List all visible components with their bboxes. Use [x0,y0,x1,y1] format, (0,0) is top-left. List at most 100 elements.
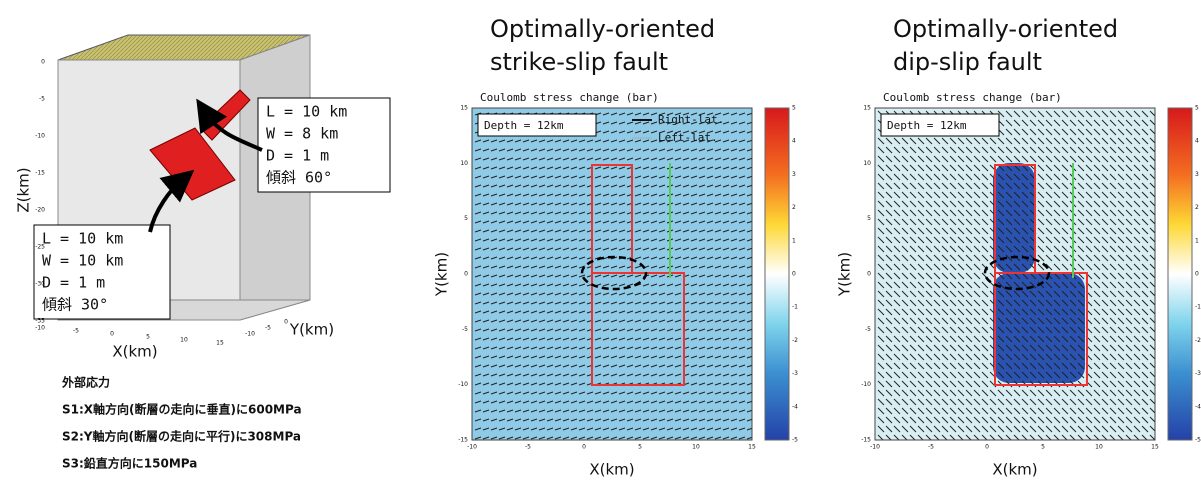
y-tick: -5 [462,326,468,333]
stress-axis [949,290,957,298]
stress-axis [949,335,957,343]
colorbar-tick: 4 [792,138,796,145]
stress-axis [1061,317,1069,325]
stress-axis [722,409,730,413]
stress-axis [1069,281,1077,289]
stress-axis [634,364,642,368]
stress-axis [893,371,901,379]
stress-axis [1141,272,1149,280]
stress-axis [1077,254,1085,262]
stress-axis [674,319,682,323]
stress-axis [1101,263,1109,271]
stress-axis [1125,254,1133,262]
stress-axis [674,265,682,269]
x-tick: -5 [525,444,531,451]
stress-axis [901,416,909,424]
stress-axis [885,218,893,226]
stress-axis [730,409,738,413]
stress-axis [474,427,482,431]
x-tick: 0 [985,444,989,451]
stress-axis [1077,317,1085,325]
stress-axis [941,173,949,181]
y-tick: -10 [458,381,468,388]
stress-axis [1125,128,1133,136]
stress-axis [1141,362,1149,370]
stress-axis [578,211,586,215]
stress-axis [738,391,746,395]
stress-axis [893,353,901,361]
stress-axis [901,281,909,289]
stress-axis [1037,173,1045,181]
stress-axis [909,398,917,406]
stress-axis [562,355,570,359]
stress-axis [949,245,957,253]
stress-axis [698,139,706,143]
stress-axis [650,148,658,152]
stress-axis [722,283,730,287]
stress-axis [538,292,546,296]
stress-axis [586,427,594,431]
stress-axis [1037,227,1045,235]
stress-axis [714,229,722,233]
stress-axis [1149,110,1155,117]
stress-axis [474,265,482,269]
stress-axis [594,193,602,197]
stress-axis [698,247,706,251]
stress-axis [1093,344,1101,352]
stress-axis [965,290,973,298]
stress-axis [965,389,973,397]
stress-axis [690,274,698,278]
stress-axis [554,436,562,440]
stress-axis [666,346,674,350]
stress-axis [925,434,932,440]
stress-axis [538,247,546,251]
stress-axis [738,247,746,251]
stress-axis [957,227,965,235]
stress-axis [1013,371,1021,379]
stress-axis [746,355,752,359]
stress-axis [714,139,722,143]
stress-axis [901,137,909,145]
stress-axis [1141,407,1149,415]
colorbar-tick: 5 [1195,105,1199,112]
stress-axis [1013,389,1021,397]
stress-axis [1125,335,1133,343]
stress-axis [738,184,746,188]
stress-axis [1109,407,1117,415]
stress-axis [1141,425,1149,433]
stress-axis [674,157,682,161]
stress-axis [514,274,522,278]
stress-axis [973,281,981,289]
stress-axis [578,427,586,431]
stress-axis [530,337,538,341]
stress-axis [957,425,965,433]
stress-axis [618,274,626,278]
stress-axis [1117,164,1125,172]
stress-axis [682,193,690,197]
stress-axis [1053,146,1061,154]
stress-axis [730,247,738,251]
stress-axis [933,371,941,379]
stress-axis [1125,362,1133,370]
stress-axis [1109,416,1117,424]
stress-axis [674,427,682,431]
stress-axis [1021,317,1029,325]
stress-axis [546,283,554,287]
stress-axis [698,166,706,170]
stress-axis [925,281,933,289]
stress-axis [1141,245,1149,253]
stress-axis [965,362,973,370]
stress-axis [957,200,965,208]
stress-axis [1045,344,1053,352]
stress-axis [698,382,706,386]
stress-axis [981,137,989,145]
stress-axis [1061,425,1069,433]
stress-axis [658,328,666,332]
stress-axis [690,148,698,152]
stress-axis [738,139,746,143]
stress-axis [925,191,933,199]
stress-axis [1029,317,1037,325]
stress-axis [949,209,957,217]
stress-axis [562,301,570,305]
stress-axis [650,301,658,305]
